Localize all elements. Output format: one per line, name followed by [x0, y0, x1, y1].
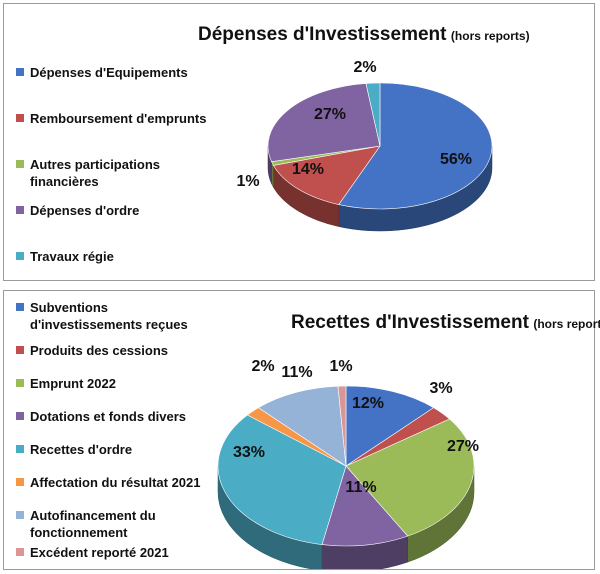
- legend-label: Remboursement d'emprunts: [30, 111, 207, 126]
- data-label-excedent-reporte-2021: 1%: [329, 358, 352, 375]
- data-label-autofinancement-du-fonctionnement: 11%: [281, 364, 312, 381]
- data-label-recettes-d-ordre: 33%: [233, 444, 265, 461]
- legend-swatch: [16, 511, 24, 519]
- legend-label: Emprunt 2022: [30, 376, 116, 391]
- legend-swatch: [16, 548, 24, 556]
- recettes-chart-panel: Recettes d'Investissement (hors reports)…: [3, 290, 600, 570]
- data-label-dotations-et-fonds-divers: 11%: [345, 479, 376, 496]
- pie-slice-travaux-regie: [365, 82, 381, 147]
- chart-subtitle: (hors reports): [450, 29, 530, 43]
- legend-label: Subventions d'investissements reçues: [30, 300, 188, 332]
- legend-label: Affectation du résultat 2021: [30, 475, 201, 490]
- data-label-remboursement-d-emprunts: 14%: [292, 161, 324, 178]
- pie-slice-depenses-d-equipements: [338, 82, 493, 210]
- legend-swatch: [16, 68, 24, 76]
- legend-label: Dépenses d'Equipements: [30, 65, 188, 80]
- pie-slice-subventions-d-investissements-recues: [345, 385, 435, 467]
- data-label-travaux-regie: 2%: [353, 59, 376, 76]
- pie-chart-recettes: 12% 3% 27% 11% 33% 2% 11% 1%: [217, 358, 479, 569]
- pie-slices: [217, 385, 475, 547]
- data-label-affectation-du-resultat-2021: 2%: [251, 358, 274, 375]
- legend-swatch: [16, 114, 24, 122]
- chart-title: Recettes d'Investissement (hors reports): [291, 312, 600, 334]
- pie-slice-recettes-d-ordre: [217, 414, 347, 545]
- legend-swatch: [16, 303, 24, 311]
- pie-slice-depenses-d-ordre: [267, 83, 381, 162]
- legend-swatch: [16, 478, 24, 486]
- pie-chart-depenses: 56% 14% 1% 27% 2%: [236, 59, 493, 232]
- legend-label: Travaux régie: [30, 249, 114, 264]
- legend-label: Produits des cessions: [30, 343, 168, 358]
- chart-title: Dépenses d'Investissement (hors reports): [198, 24, 530, 46]
- legend-label: Dotations et fonds divers: [30, 409, 187, 424]
- data-label-depenses-d-ordre: 27%: [314, 106, 346, 123]
- pie-slice-excedent-reporte-2021: [337, 385, 347, 467]
- depenses-chart-panel: Dépenses d'Investissement (hors reports)…: [3, 3, 595, 281]
- legend-swatch: [16, 445, 24, 453]
- legend-swatch: [16, 379, 24, 387]
- legend-swatch: [16, 412, 24, 420]
- data-label-depenses-d-equipements: 56%: [440, 151, 472, 168]
- legend-label: Autofinancement du fonctionnement: [30, 508, 156, 540]
- legend-swatch: [16, 160, 24, 168]
- pie-slice-autofinancement-du-fonctionnement: [257, 385, 347, 467]
- data-label-emprunt-2022: 27%: [447, 438, 479, 455]
- legend-swatch: [16, 346, 24, 354]
- pie-slices: [267, 82, 493, 210]
- data-label-autres-participations-financieres: 1%: [236, 173, 259, 190]
- chart-title-main: Dépenses d'Investissement: [198, 24, 447, 45]
- data-label-subventions-d-investissements-recues: 12%: [352, 395, 384, 412]
- legend-label: Dépenses d'ordre: [30, 203, 140, 218]
- legend-label: Autres participations financières: [30, 157, 161, 189]
- chart-subtitle: (hors reports): [533, 317, 600, 331]
- legend-swatch: [16, 206, 24, 214]
- pie-slice-dotations-et-fonds-divers: [321, 465, 409, 547]
- pie-slice-emprunt-2022: [345, 418, 475, 537]
- legend-swatch: [16, 252, 24, 260]
- data-label-produits-des-cessions: 3%: [429, 380, 452, 397]
- legend-label: Recettes d'ordre: [30, 442, 133, 457]
- chart-title-main: Recettes d'Investissement: [291, 312, 529, 333]
- legend-label: Excédent reporté 2021: [30, 545, 169, 560]
